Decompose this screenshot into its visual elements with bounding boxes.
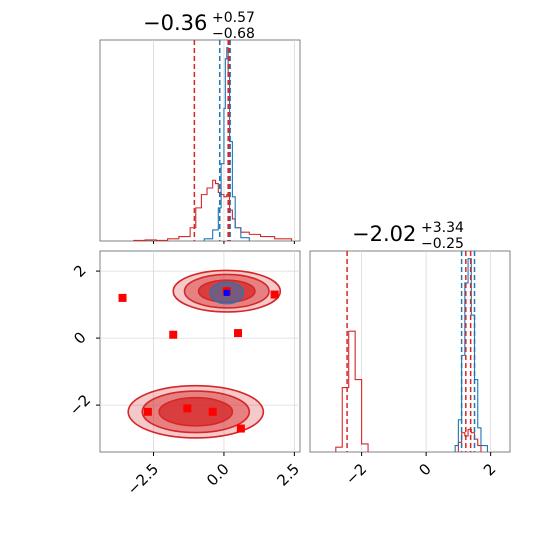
histogram-step (454, 258, 488, 452)
sample-marker (118, 293, 127, 302)
title-value: −0.36 (143, 11, 207, 35)
sample-marker (234, 329, 243, 338)
panel-bottom-left: −2.5 0.0 2.5−202 (66, 250, 303, 499)
title-lower: −0.25 (421, 236, 464, 252)
title-lower: −0.68 (212, 26, 255, 42)
panel-bottom-right: −2 0 2 −2.02 +3.34 −0.25 (309, 220, 511, 488)
title-value: −2.02 (352, 222, 416, 246)
title-upper: +3.34 (421, 220, 464, 236)
sample-marker (143, 407, 152, 416)
sample-marker (183, 404, 192, 413)
histogram-step (203, 47, 250, 241)
sample-marker (208, 407, 217, 416)
histogram-step (133, 179, 293, 241)
axes-frame (309, 250, 511, 453)
sample-marker (169, 330, 178, 339)
title-upper: +0.57 (212, 10, 255, 26)
panel-top-left: −0.36 +0.57 −0.68 (99, 10, 301, 244)
axes-frame (99, 39, 301, 242)
truth-marker (223, 289, 230, 296)
sample-marker (270, 290, 279, 299)
sample-marker (236, 424, 245, 433)
contour-level (158, 396, 234, 427)
